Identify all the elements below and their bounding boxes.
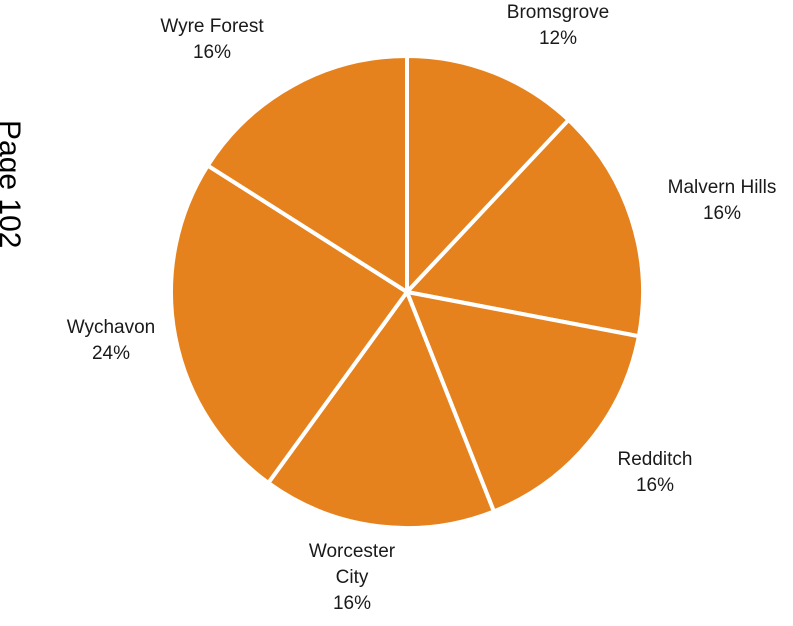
slice-name: Malvern Hills [668, 177, 777, 198]
pie-slice-bromsgrove [405, 54, 571, 294]
pie-slice-malvern-hills [405, 117, 645, 339]
slice-label-wychavon: Wychavon 24% [67, 317, 156, 364]
pie-slice-redditch [405, 290, 641, 514]
pie-slices [169, 54, 645, 530]
slice-percent: 12% [539, 28, 577, 49]
slice-label-malvern-hills: Malvern Hills 16% [668, 177, 777, 224]
slice-percent: 24% [92, 343, 130, 364]
slice-name: Bromsgrove [507, 2, 609, 23]
slice-label-wyre-forest: Wyre Forest 16% [160, 16, 264, 63]
slice-name: Worcester [309, 541, 396, 562]
pie-labels: Bromsgrove 12% Malvern Hills 16% Redditch 16%… [67, 2, 777, 614]
slice-percent: 16% [333, 593, 371, 614]
slice-label-redditch: Redditch 16% [618, 449, 693, 496]
pie-slice-wyre-forest [205, 54, 409, 294]
pie-slice-wychavon [169, 163, 409, 485]
slice-name: Redditch [618, 449, 693, 470]
slice-label-worcester-city: Worcester City 16% [309, 541, 396, 614]
slice-label-bromsgrove: Bromsgrove 12% [507, 2, 609, 49]
slice-percent: 16% [193, 42, 231, 63]
slice-name: Wychavon [67, 317, 156, 338]
pie-slice-worcester-city [266, 290, 496, 530]
slice-name: City [336, 567, 369, 588]
slice-percent: 16% [703, 203, 741, 224]
slice-percent: 16% [636, 475, 674, 496]
slice-name: Wyre Forest [160, 16, 264, 37]
page-number: Page 102 [0, 120, 26, 249]
